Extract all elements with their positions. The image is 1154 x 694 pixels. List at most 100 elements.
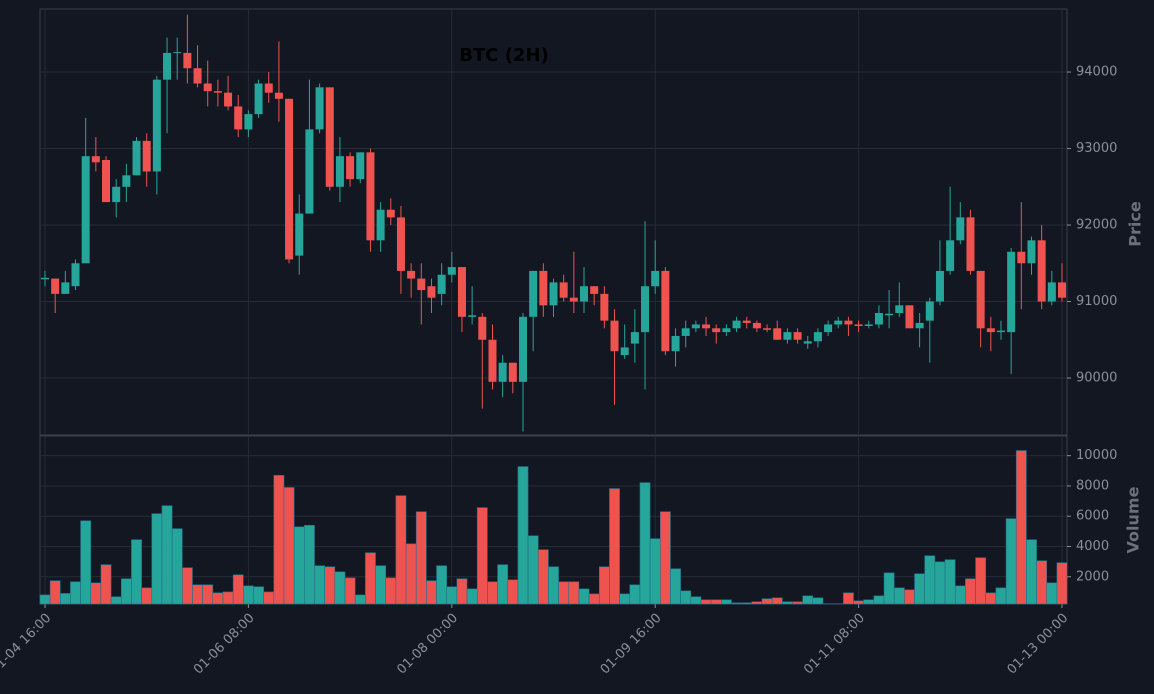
volume-bar xyxy=(39,594,51,605)
volume-bar xyxy=(568,581,580,605)
candle-body xyxy=(407,270,416,279)
candle-body xyxy=(122,175,131,187)
volume-bar xyxy=(1026,539,1037,605)
volume-bar xyxy=(141,587,153,605)
volume-bar xyxy=(497,564,509,605)
candle-body xyxy=(396,217,405,271)
candle-body xyxy=(915,322,924,329)
volume-bar xyxy=(456,578,468,605)
candle-body xyxy=(905,305,914,329)
volume-bar xyxy=(1015,450,1027,605)
candle-body xyxy=(610,320,619,352)
candle-body xyxy=(193,68,202,84)
volume-bar xyxy=(283,487,295,605)
volume-bar xyxy=(954,585,966,605)
volume-bar xyxy=(731,602,742,605)
candle-body xyxy=(213,91,222,93)
candle-body xyxy=(996,330,1005,333)
candle-body xyxy=(335,156,344,187)
volume-bar xyxy=(59,593,71,605)
y-tick-label: 91000 xyxy=(1076,294,1117,309)
volume-bar xyxy=(629,584,641,605)
volume-bar xyxy=(487,581,498,605)
volume-bar xyxy=(120,578,132,605)
volume-axis-label: Volume xyxy=(1124,486,1143,553)
candle-body xyxy=(1027,240,1036,264)
candle-body xyxy=(183,52,192,69)
candle-body xyxy=(285,98,294,260)
candle-body xyxy=(752,322,761,329)
volume-bar xyxy=(944,559,956,605)
candle-body xyxy=(549,282,558,306)
candle-body xyxy=(386,209,395,218)
y-tick-label: 94000 xyxy=(1076,65,1117,80)
candle-body xyxy=(305,129,314,214)
chart-title: BTC (2H) xyxy=(459,45,549,66)
candle-body xyxy=(742,320,751,323)
candle-body xyxy=(508,362,517,382)
volume-bar xyxy=(975,557,987,605)
candle-body xyxy=(488,339,497,382)
volume-bar xyxy=(588,593,600,605)
volume-bar xyxy=(181,567,193,605)
volume-bar xyxy=(426,580,437,605)
candle-body xyxy=(956,217,965,241)
volume-bar xyxy=(70,581,81,605)
candle-body xyxy=(498,362,507,382)
candle-body xyxy=(925,301,934,321)
candle-body xyxy=(986,328,995,333)
volume-bar xyxy=(741,602,753,605)
volume-bar xyxy=(192,584,203,605)
volume-bar xyxy=(415,511,427,605)
volume-bar xyxy=(365,552,376,605)
candle-body xyxy=(518,316,527,382)
candle-body xyxy=(630,332,639,344)
candle-body xyxy=(559,282,568,298)
candle-body xyxy=(641,286,650,333)
candle-body xyxy=(295,213,304,256)
candle-body xyxy=(447,267,456,275)
candle-body xyxy=(834,320,843,325)
candle-body xyxy=(681,328,690,336)
volume-tick-label: 4000 xyxy=(1076,539,1109,554)
candle-body xyxy=(478,316,487,340)
candle-body xyxy=(437,274,446,294)
candle-body xyxy=(580,286,589,302)
candle-body xyxy=(102,160,111,203)
candle-body xyxy=(793,332,802,340)
volume-bar xyxy=(934,561,946,605)
candle-body xyxy=(569,297,578,302)
candle-body xyxy=(539,270,548,306)
candle-body xyxy=(132,140,141,176)
volume-bar xyxy=(334,571,346,605)
volume-bar xyxy=(598,566,610,605)
candle-body xyxy=(376,209,385,241)
volume-bar xyxy=(965,578,976,605)
candle-body xyxy=(763,328,772,330)
candle-body xyxy=(203,83,212,92)
volume-bar xyxy=(548,566,559,605)
volume-bar xyxy=(639,482,651,605)
volume-bar xyxy=(782,601,793,605)
candle-body xyxy=(163,52,172,80)
volume-bar xyxy=(263,591,275,605)
volume-bar xyxy=(649,538,661,605)
volume-bar xyxy=(273,475,285,605)
candle-body xyxy=(651,270,660,287)
candle-body xyxy=(600,293,609,321)
candle-body xyxy=(325,87,334,187)
volume-bar xyxy=(253,586,264,605)
volume-bar xyxy=(212,592,224,605)
volume-bar xyxy=(232,574,244,605)
candle-body xyxy=(112,186,121,203)
candle-body xyxy=(173,52,182,54)
candle-body xyxy=(51,278,60,294)
candle-body xyxy=(71,263,80,287)
volume-tick-label: 8000 xyxy=(1076,478,1109,493)
candle-body xyxy=(224,92,233,107)
volume-bar xyxy=(314,565,325,605)
volume-bar xyxy=(304,524,315,605)
volume-bar xyxy=(619,593,631,605)
candle-body xyxy=(529,270,538,317)
candle-body xyxy=(366,152,375,241)
